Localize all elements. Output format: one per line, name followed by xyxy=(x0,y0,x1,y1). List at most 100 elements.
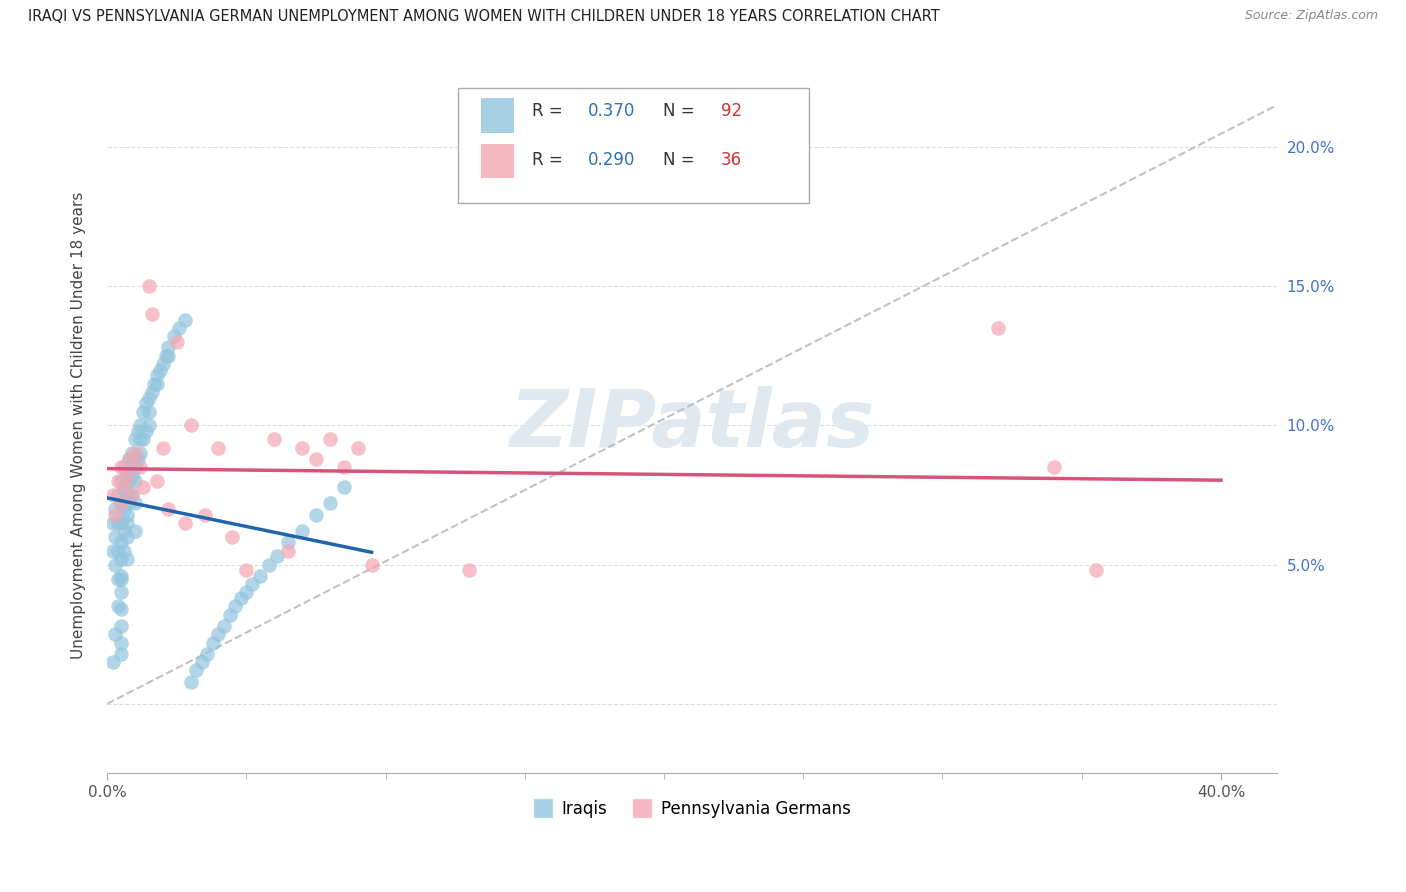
Point xyxy=(110,496,132,510)
Point xyxy=(240,577,263,591)
Text: R =: R = xyxy=(531,102,568,120)
Point xyxy=(107,474,129,488)
Point xyxy=(115,530,138,544)
Point xyxy=(201,635,224,649)
Point xyxy=(110,647,132,661)
Point xyxy=(266,549,288,564)
Point xyxy=(101,655,124,669)
Point xyxy=(218,607,240,622)
Point xyxy=(124,460,146,475)
Point xyxy=(110,568,132,582)
Point xyxy=(141,307,163,321)
Point xyxy=(157,341,180,355)
Point xyxy=(107,516,129,530)
Point xyxy=(157,349,180,363)
Point xyxy=(141,384,163,399)
Point xyxy=(118,474,141,488)
Point xyxy=(186,664,208,678)
Point xyxy=(346,441,368,455)
Point xyxy=(101,488,124,502)
Point xyxy=(152,441,174,455)
Point xyxy=(115,516,138,530)
Point xyxy=(180,418,202,433)
Point xyxy=(124,433,146,447)
Point xyxy=(124,496,146,510)
Point xyxy=(157,502,180,516)
Text: Source: ZipAtlas.com: Source: ZipAtlas.com xyxy=(1244,9,1378,22)
Point xyxy=(235,563,257,577)
Point xyxy=(333,480,356,494)
Point xyxy=(146,368,169,383)
Point xyxy=(305,451,328,466)
Point xyxy=(121,488,143,502)
Point xyxy=(149,363,172,377)
Point xyxy=(115,508,138,522)
Text: 0.370: 0.370 xyxy=(588,102,636,120)
Point xyxy=(333,460,356,475)
Point xyxy=(319,496,342,510)
Point xyxy=(155,349,177,363)
Point xyxy=(169,321,191,335)
Point xyxy=(112,502,135,516)
Point xyxy=(152,357,174,371)
FancyBboxPatch shape xyxy=(481,98,515,133)
Point xyxy=(138,391,160,405)
Point xyxy=(110,516,132,530)
Point xyxy=(112,460,135,475)
Point xyxy=(190,655,212,669)
Text: IRAQI VS PENNSYLVANIA GERMAN UNEMPLOYMENT AMONG WOMEN WITH CHILDREN UNDER 18 YEA: IRAQI VS PENNSYLVANIA GERMAN UNEMPLOYMEN… xyxy=(28,9,939,24)
Point xyxy=(127,451,149,466)
Point xyxy=(129,418,152,433)
Text: 92: 92 xyxy=(721,102,742,120)
Point xyxy=(143,376,166,391)
Point xyxy=(138,404,160,418)
Point xyxy=(132,480,155,494)
FancyBboxPatch shape xyxy=(481,144,515,178)
Point xyxy=(124,451,146,466)
Point xyxy=(163,329,186,343)
Point xyxy=(263,433,285,447)
Point xyxy=(104,508,127,522)
Point xyxy=(174,312,197,326)
Point xyxy=(110,602,132,616)
Point xyxy=(458,563,481,577)
Point xyxy=(291,441,314,455)
Point xyxy=(235,585,257,599)
Point xyxy=(129,460,152,475)
Point xyxy=(166,334,188,349)
Point xyxy=(277,543,299,558)
Point xyxy=(132,433,155,447)
Point xyxy=(101,543,124,558)
Point xyxy=(112,543,135,558)
Point xyxy=(110,552,132,566)
Text: ZIPatlas: ZIPatlas xyxy=(509,386,875,465)
Point xyxy=(987,321,1010,335)
Point xyxy=(138,279,160,293)
Point xyxy=(360,558,382,572)
Text: N =: N = xyxy=(662,102,700,120)
Point xyxy=(249,568,271,582)
Point xyxy=(207,441,229,455)
Point xyxy=(174,516,197,530)
Point xyxy=(104,627,127,641)
Point xyxy=(104,502,127,516)
FancyBboxPatch shape xyxy=(458,88,808,202)
Point xyxy=(138,418,160,433)
Text: N =: N = xyxy=(662,151,700,169)
Point xyxy=(112,524,135,539)
Legend: Iraqis, Pennsylvania Germans: Iraqis, Pennsylvania Germans xyxy=(527,793,858,824)
Point xyxy=(110,635,132,649)
Point xyxy=(110,585,132,599)
Point xyxy=(124,474,146,488)
Point xyxy=(104,530,127,544)
Point xyxy=(112,480,135,494)
Point xyxy=(118,488,141,502)
Point xyxy=(212,619,235,633)
Point xyxy=(110,474,132,488)
Text: 36: 36 xyxy=(721,151,742,169)
Point xyxy=(1043,460,1066,475)
Point xyxy=(124,524,146,539)
Point xyxy=(107,543,129,558)
Point xyxy=(110,572,132,586)
Point xyxy=(127,424,149,438)
